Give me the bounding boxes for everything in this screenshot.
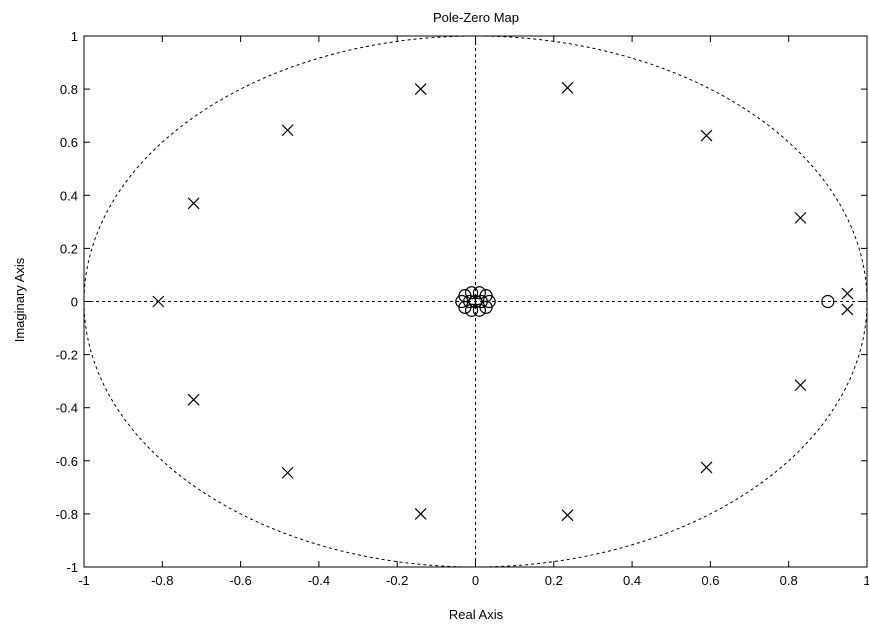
y-tick-label: -0.4: [56, 401, 78, 416]
x-axis-label: Real Axis: [449, 607, 504, 622]
plot-area: -1 -0.8 -0.6 -0.4 -0.2 0 0.2 0.4 0.6 0.8 1 1 0.8 0.6 0…: [56, 29, 869, 588]
x-tick-label: -0.2: [386, 573, 408, 588]
pole-marker: [841, 287, 854, 300]
y-tick-label: 0.4: [60, 188, 78, 203]
x-tick-label: 0: [472, 573, 479, 588]
pole-marker: [561, 509, 574, 522]
x-tick-label: 0.4: [623, 573, 641, 588]
pole-marker: [187, 393, 200, 406]
x-tick-label: 1: [863, 573, 869, 588]
pole-marker: [281, 466, 294, 479]
x-tick-label: 0.2: [545, 573, 563, 588]
zero-marker: [468, 294, 483, 309]
zero-marker: [472, 286, 487, 300]
pole-marker: [414, 83, 427, 96]
y-tick-label: -0.2: [56, 348, 78, 363]
pole-marker: [187, 197, 200, 210]
zero-marker: [464, 286, 479, 300]
x-tick-label: 0.8: [780, 573, 798, 588]
zero-marker: [463, 294, 477, 309]
pole-marker: [794, 211, 807, 224]
pole-marker: [561, 81, 574, 94]
pole-marker: [152, 295, 165, 308]
y-tick-label: 1: [71, 29, 78, 44]
y-tick-label: -0.8: [56, 507, 78, 522]
x-tick-label: -0.6: [229, 573, 251, 588]
x-tick-label: 0.6: [701, 573, 719, 588]
chart-title: Pole-Zero Map: [433, 10, 519, 25]
pole-marker: [700, 461, 713, 474]
zero-marker: [821, 294, 835, 309]
y-tick-label: -1: [66, 560, 78, 575]
y-tick-label: 0.2: [60, 241, 78, 256]
pole-marker: [841, 303, 854, 316]
x-tick-label: -0.4: [308, 573, 330, 588]
pole-marker: [700, 129, 713, 142]
y-tick-label: 0.6: [60, 135, 78, 150]
pole-marker: [281, 124, 294, 137]
x-tick-label: -0.8: [151, 573, 173, 588]
pole-marker: [414, 507, 427, 520]
y-tick-label: 0: [71, 295, 78, 310]
y-tick-label: 0.8: [60, 82, 78, 97]
y-axis-label: Imaginary Axis: [12, 257, 27, 342]
zero-marker: [464, 303, 479, 317]
pole-marker: [794, 379, 807, 392]
x-tick-label: -1: [78, 573, 90, 588]
y-tick-label: -0.6: [56, 454, 78, 469]
zero-marker: [472, 303, 487, 317]
